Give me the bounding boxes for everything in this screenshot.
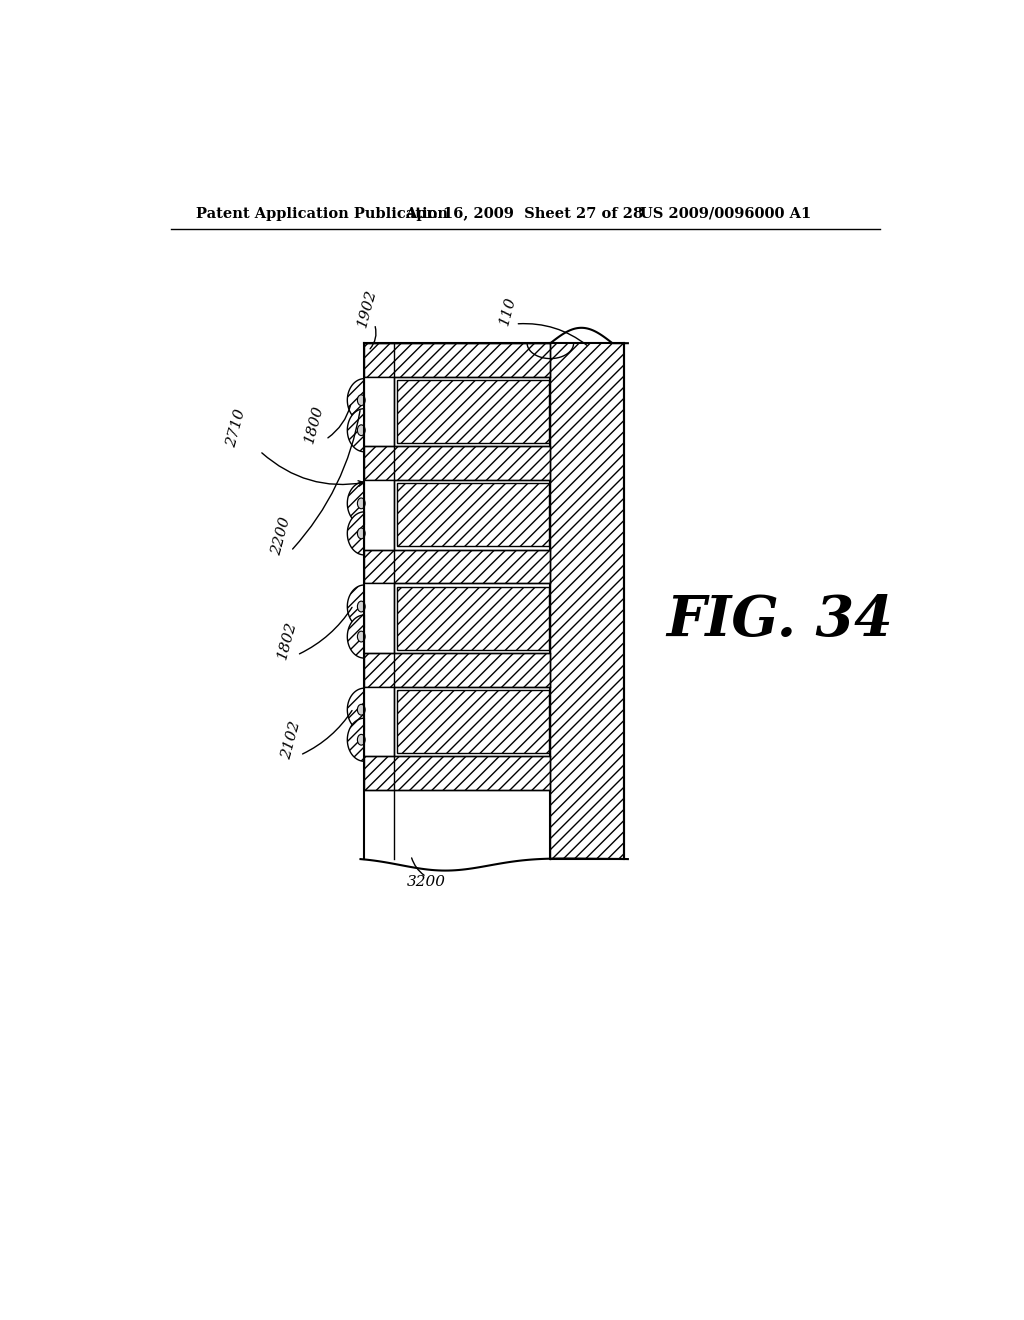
Text: 3200: 3200 (407, 875, 445, 890)
Text: 110: 110 (498, 294, 518, 327)
Ellipse shape (357, 528, 366, 539)
Bar (365, 378, 394, 446)
Bar (365, 549, 550, 583)
Polygon shape (347, 688, 365, 731)
Text: 1800: 1800 (302, 404, 326, 445)
Bar (365, 446, 550, 480)
Bar (365, 686, 394, 756)
Polygon shape (347, 512, 365, 554)
Text: 2200: 2200 (269, 515, 293, 556)
Ellipse shape (357, 705, 366, 715)
Text: 1802: 1802 (275, 619, 299, 660)
Text: Apr. 16, 2009  Sheet 27 of 28: Apr. 16, 2009 Sheet 27 of 28 (406, 207, 643, 220)
Polygon shape (347, 409, 365, 451)
Ellipse shape (357, 601, 366, 612)
Ellipse shape (357, 395, 366, 405)
Ellipse shape (357, 631, 366, 642)
Text: US 2009/0096000 A1: US 2009/0096000 A1 (640, 207, 811, 220)
Text: FIG. 34: FIG. 34 (667, 593, 893, 648)
Bar (365, 480, 394, 549)
Bar (365, 343, 550, 378)
Bar (365, 653, 550, 686)
Text: Patent Application Publication: Patent Application Publication (197, 207, 449, 220)
Ellipse shape (357, 498, 366, 508)
Bar (397, 380, 549, 444)
Bar (365, 583, 394, 653)
Bar (397, 586, 549, 649)
Text: 1902: 1902 (355, 288, 379, 329)
Bar (550, 343, 624, 859)
Text: 2102: 2102 (279, 719, 302, 760)
Bar (397, 483, 549, 546)
Bar (365, 756, 550, 789)
Polygon shape (347, 615, 365, 659)
Ellipse shape (357, 425, 366, 436)
Text: 2710: 2710 (224, 408, 248, 449)
Ellipse shape (357, 734, 366, 744)
Polygon shape (347, 585, 365, 628)
Bar (397, 689, 549, 752)
Polygon shape (347, 379, 365, 422)
Polygon shape (347, 482, 365, 525)
Polygon shape (347, 718, 365, 762)
